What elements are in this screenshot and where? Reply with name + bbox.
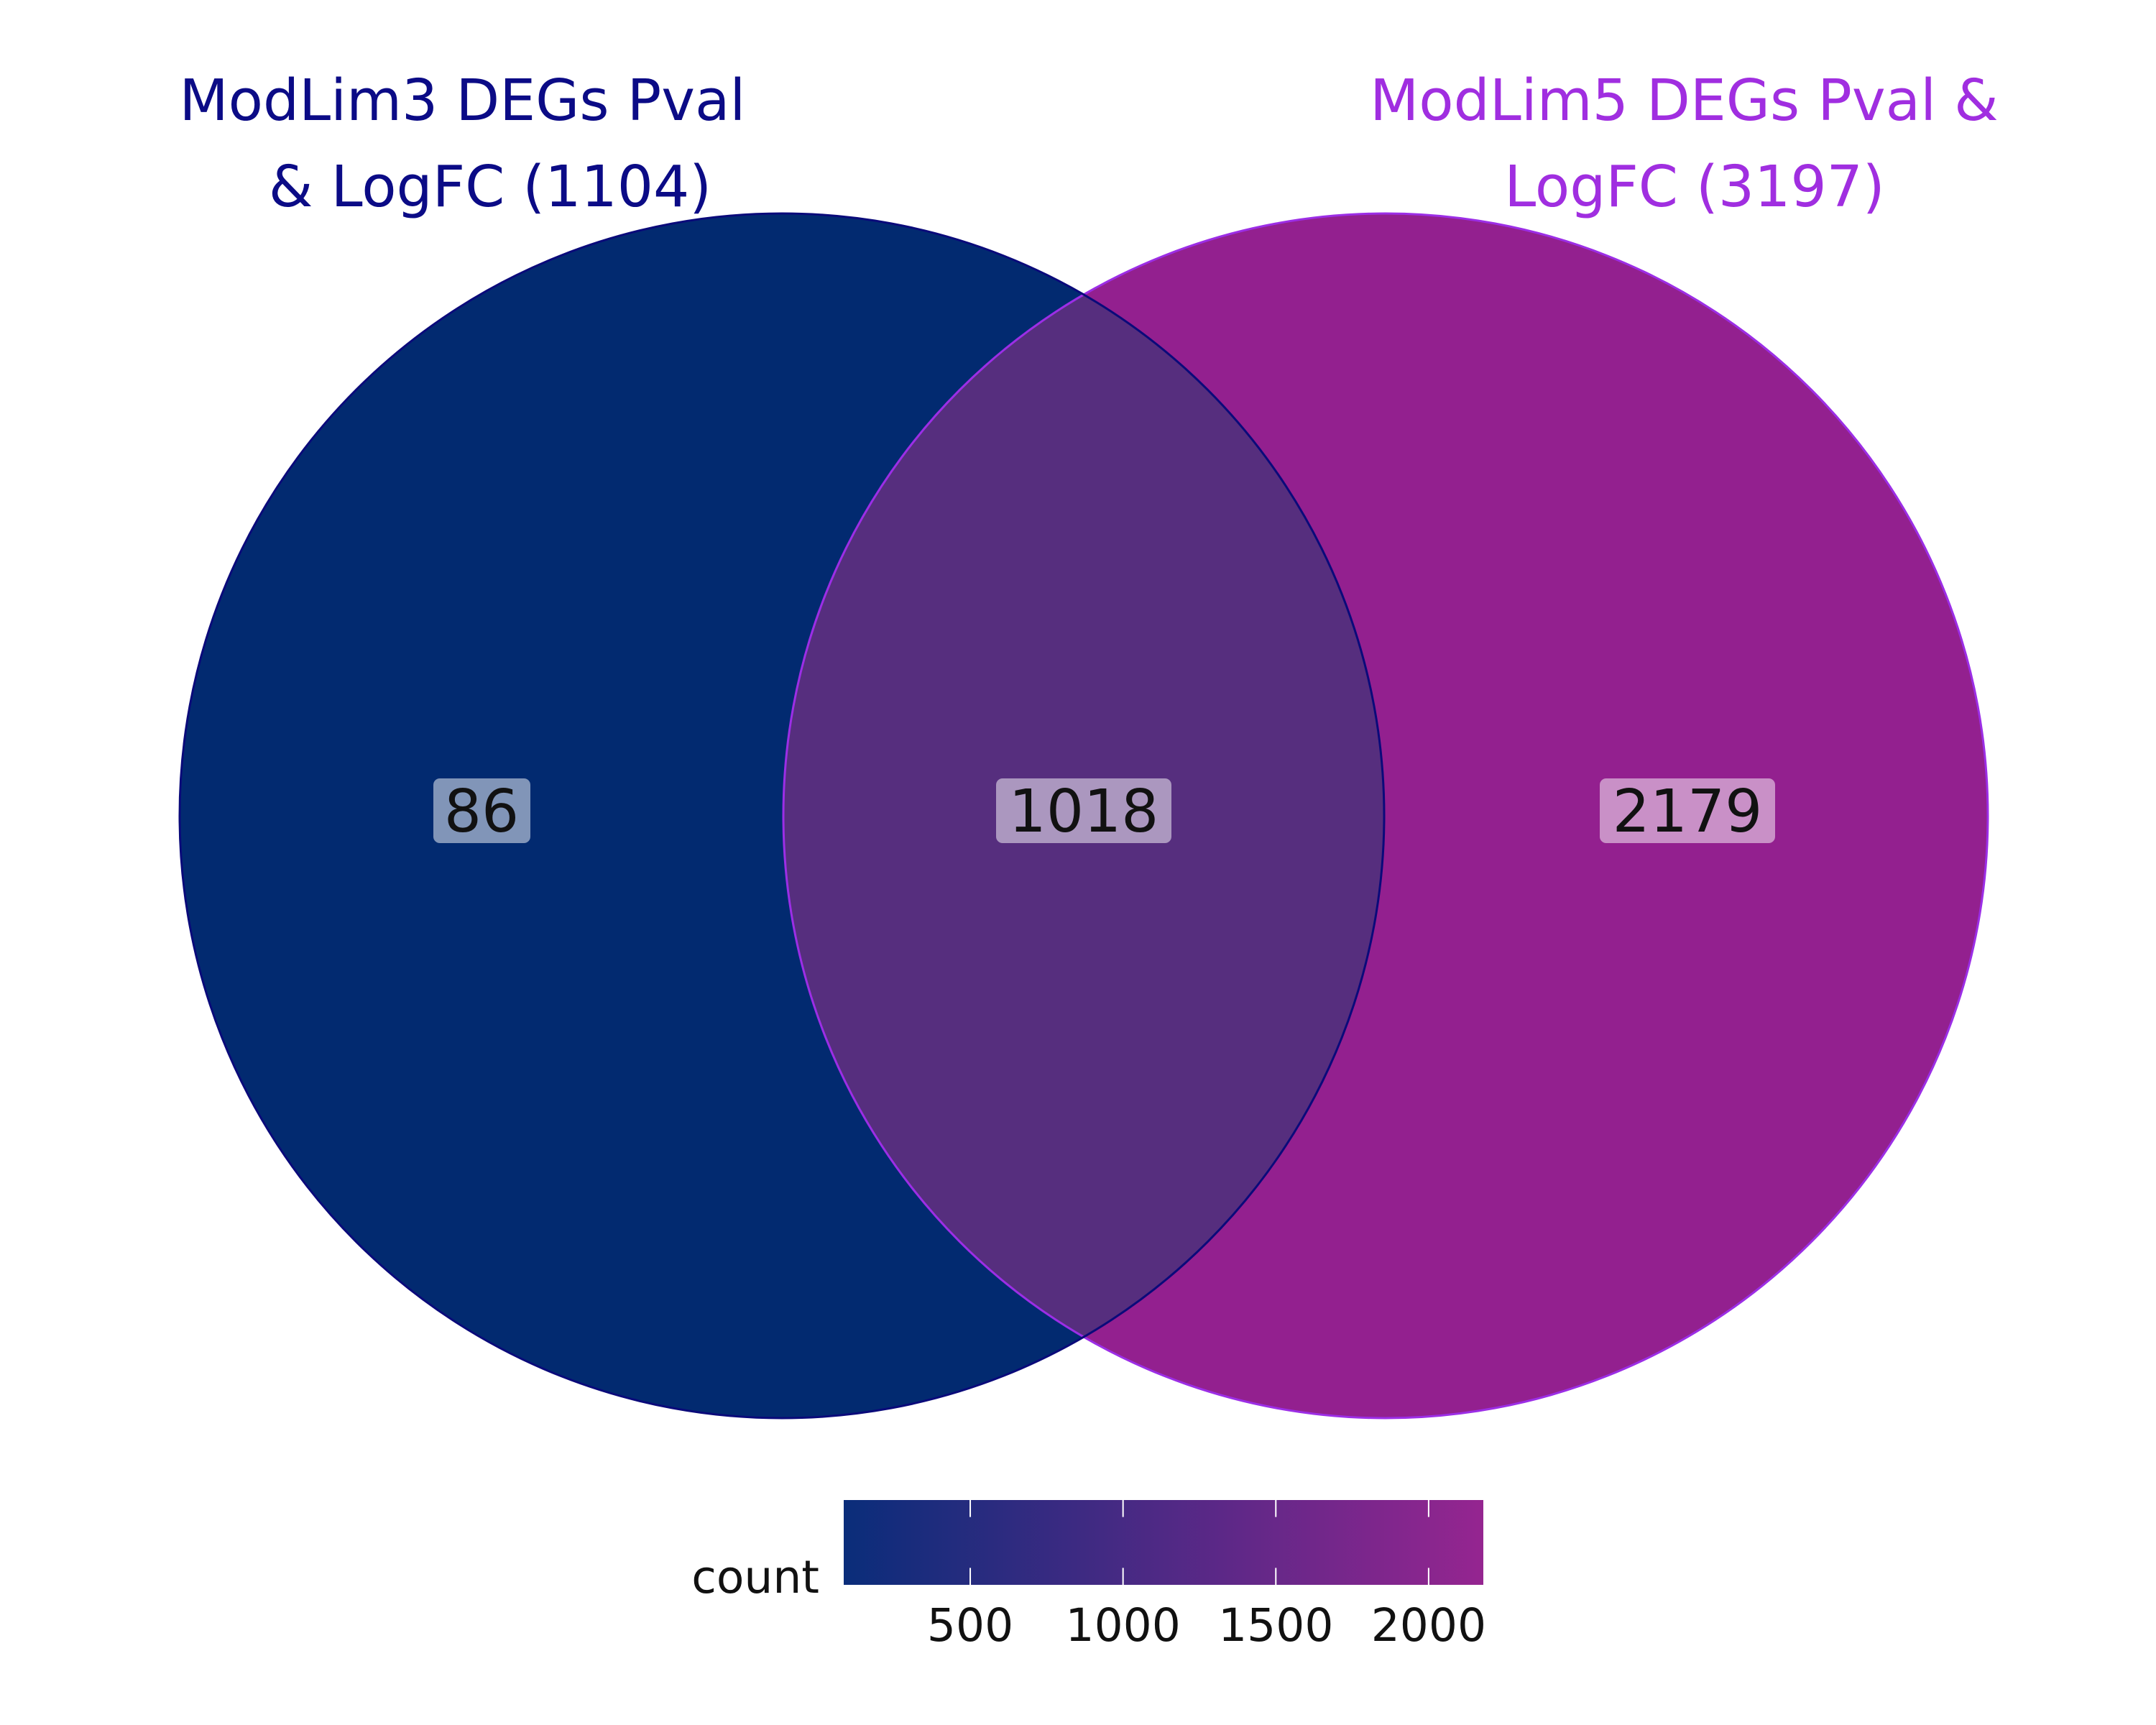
set-a-title: ModLim3 DEGs Pval & LogFC (1104) [179,68,763,220]
region-label-only-a: 86 [433,778,530,846]
set-b-title: ModLim5 DEGs Pval & LogFC (3197) [1370,68,2017,220]
region-label-box [996,778,1171,843]
legend-tick-label: 1500 [1218,1599,1333,1652]
set-a-title-line-2: & LogFC (1104) [269,154,711,220]
region-label-box [1600,778,1775,843]
set-b-title-line-1: ModLim5 DEGs Pval & [1370,68,1999,134]
region-label-intersection: 1018 [996,778,1171,846]
legend-title: count [691,1551,819,1604]
count-legend: count 500 1000 1500 2000 [691,1500,1486,1652]
region-label-box [433,778,530,843]
intersection-region [783,213,1384,1418]
legend-tick-label: 1000 [1065,1599,1180,1652]
set-b-title-line-2: LogFC (3197) [1504,154,1885,220]
legend-tick-label: 2000 [1371,1599,1486,1652]
set-a-title-line-1: ModLim3 DEGs Pval [179,68,745,134]
region-count-only-a: 86 [444,778,519,846]
region-count-only-b: 2179 [1613,778,1763,846]
set-b-outline [782,212,1989,1420]
set-a-outline [178,212,1386,1420]
legend-tick-label: 500 [927,1599,1013,1652]
region-count-intersection: 1018 [1009,778,1159,846]
region-label-only-b: 2179 [1600,778,1775,846]
legend-ticks: 500 1000 1500 2000 [927,1500,1486,1652]
legend-color-bar [844,1500,1483,1585]
